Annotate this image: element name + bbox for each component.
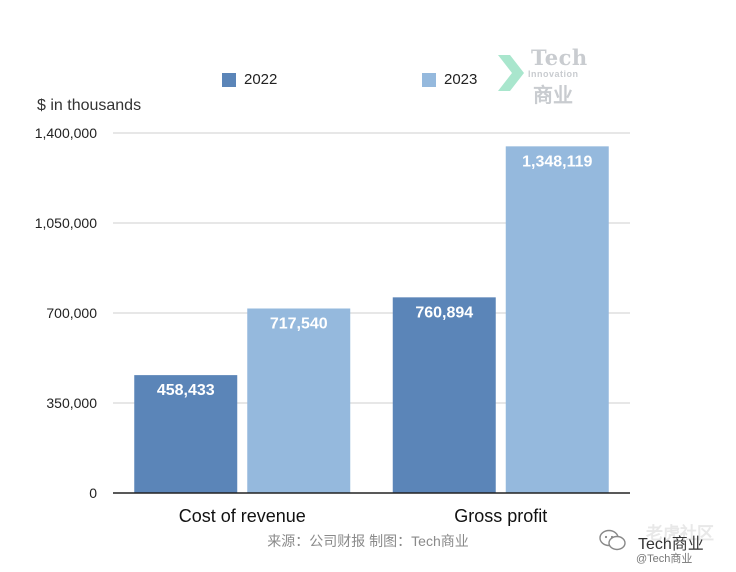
tech-logo: Tech Innovation 商业 [496,45,596,107]
legend-label-2022: 2022 [244,71,278,88]
source-caption: 来源：公司财报 制图：Tech商业 [267,533,469,549]
legend-swatch-2022 [222,72,236,87]
logo-cn: 商业 [533,85,573,107]
watermark: 老虎社区 Tech商业 @Tech商业 [598,513,734,565]
bar [247,308,351,493]
watermark-name: Tech商业 [638,536,704,553]
watermark-handle: @Tech商业 [636,553,693,565]
y-tick-label: 1,050,000 [35,215,97,231]
data-label: 760,894 [415,304,473,321]
data-label: 458,433 [157,382,215,399]
y-tick-label: 0 [89,485,97,501]
x-tick-label: Gross profit [454,506,547,526]
y-tick-label: 700,000 [46,305,97,321]
legend-item-2023: 2023 [422,71,477,88]
watermark-community: 老虎社区 [646,524,714,543]
x-tick-label: Cost of revenue [179,506,306,526]
wechat-icon [599,529,626,551]
y-axis-label: $ in thousands [37,97,142,114]
logo-subtitle: Innovation [528,69,579,79]
logo-title: Tech [531,45,588,70]
legend-item-2022: 2022 [222,71,277,88]
y-tick-label: 1,400,000 [35,125,97,141]
y-tick-label: 350,000 [46,395,97,411]
logo-arrow-icon [498,55,524,91]
legend-swatch-2023 [422,72,436,87]
data-label: 717,540 [270,315,328,332]
data-label: 1,348,119 [522,153,592,170]
bar [392,297,496,493]
legend-label-2023: 2023 [444,71,478,88]
bar [134,375,238,493]
bar [505,146,609,494]
